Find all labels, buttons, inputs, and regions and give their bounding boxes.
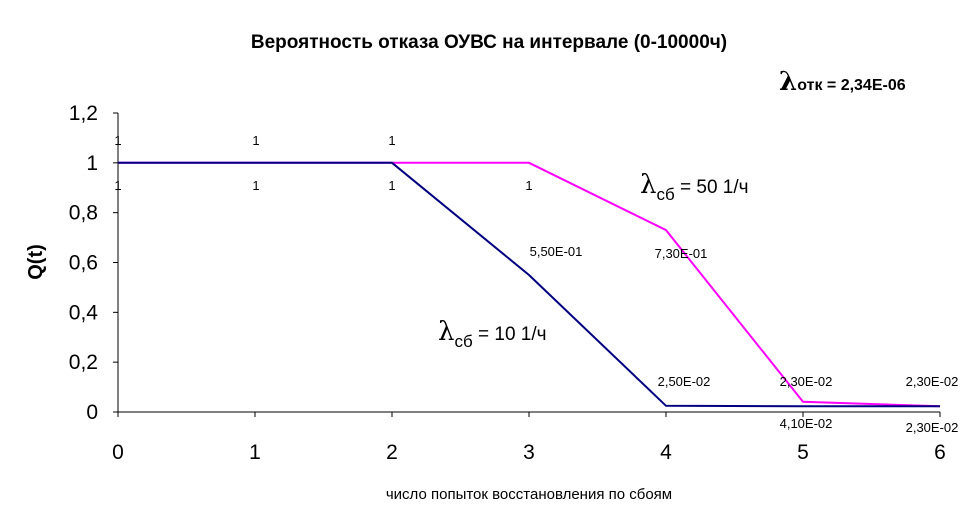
chart-title: Вероятность отказа ОУВС на интервале (0-… — [251, 32, 727, 53]
y-tick-label: 1 — [86, 152, 98, 175]
series-label-lambda-50: λсб = 50 1/ч — [640, 170, 749, 204]
x-tick-label: 5 — [797, 441, 809, 464]
y-axis-title-group: Q(t) — [25, 244, 47, 280]
lambda-otk-value: = 2,34Е-06 — [822, 77, 905, 94]
x-tick-label: 6 — [934, 441, 946, 464]
y-tick-label: 0 — [86, 401, 98, 424]
x-tick-label: 2 — [386, 441, 398, 464]
tick-labels: 0 0,2 0,4 0,6 0,8 1 1,2 0 1 2 3 4 5 6 — [69, 102, 946, 464]
y-tick-label: 0,4 — [69, 301, 99, 324]
data-label-extra: 1 — [525, 178, 532, 193]
series-lines — [118, 161, 941, 408]
y-axis-label: Q(t) — [25, 244, 47, 280]
x-tick-label: 0 — [112, 441, 124, 464]
series-label-lambda-10: λсб = 10 1/ч — [438, 317, 547, 351]
axes — [113, 112, 941, 417]
series-label-lambda-10-sub: сб — [454, 332, 473, 351]
lambda-otk-sub: отк — [797, 77, 823, 94]
y-tick-label: 1,2 — [69, 102, 98, 125]
data-label-s2-p4: 2,50Е-02 — [658, 374, 711, 389]
data-label-s1-p2: 1 — [388, 133, 395, 148]
series-label-lambda-50-sub: сб — [656, 185, 675, 204]
x-tick-label: 3 — [523, 441, 535, 464]
lambda-otk-symbol: λ — [779, 67, 797, 97]
x-tick-label: 4 — [660, 441, 672, 464]
series-label-lambda-50-value: = 50 1/ч — [675, 177, 749, 198]
series-label-lambda-10-value: = 10 1/ч — [473, 324, 547, 345]
series-label-lambda-50-symbol: λ — [640, 170, 656, 200]
y-tick-label: 0,8 — [69, 202, 98, 225]
series-label-lambda-10-symbol: λ — [438, 317, 454, 347]
lambda-otk-label: λотк = 2,34Е-06 — [779, 67, 906, 97]
data-label-s1-p4: 7,30Е-01 — [655, 246, 708, 261]
data-label-s2-p2: 1 — [388, 178, 395, 193]
data-label-s2-p5: 2,30Е-02 — [780, 374, 833, 389]
series-line-1 — [118, 161, 941, 408]
data-label-s2-p1: 1 — [252, 178, 259, 193]
y-tick-label: 0,2 — [69, 351, 98, 374]
data-label-s1-p0: 1 — [114, 133, 121, 148]
x-tick-label: 1 — [249, 441, 261, 464]
data-label-s2-p6: 2,30Е-02 — [906, 374, 959, 389]
x-axis-label: число попыток восстановления по сбоям — [386, 486, 672, 503]
data-label-s1-p5: 4,10Е-02 — [780, 416, 833, 431]
data-label-s1-p6: 2,30Е-02 — [906, 420, 959, 435]
y-tick-label: 0,6 — [69, 252, 98, 275]
data-label-s2-p0: 1 — [114, 178, 121, 193]
data-label-s2-p3: 5,50Е-01 — [530, 244, 583, 259]
data-label-s1-p1: 1 — [252, 133, 259, 148]
series-line-2 — [118, 161, 940, 408]
data-labels: 1 1 1 7,30Е-01 4,10Е-02 2,30Е-02 1 1 1 5,50Е-01 2,… — [114, 133, 958, 435]
